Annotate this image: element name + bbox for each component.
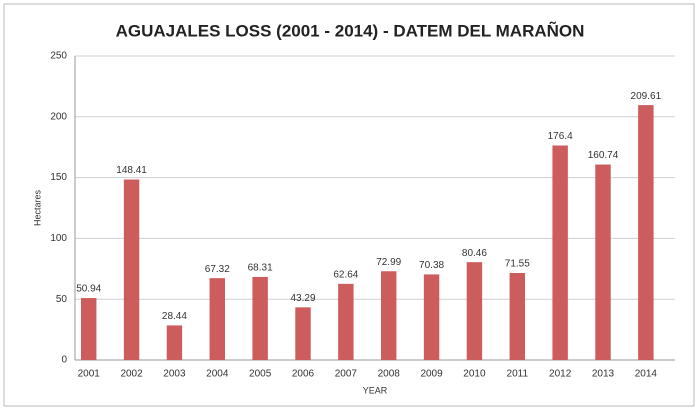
- bar: [552, 145, 568, 360]
- y-tick-label: 100: [50, 233, 67, 244]
- y-tick-label: 50: [56, 294, 68, 305]
- bar: [423, 274, 440, 360]
- x-tick-label: 2002: [120, 369, 143, 380]
- data-label: 176.4: [548, 131, 573, 142]
- data-label: 50.94: [76, 284, 101, 295]
- bar: [123, 179, 140, 360]
- bar: [338, 283, 354, 360]
- x-tick-label: 2006: [292, 369, 315, 380]
- data-label: 71.55: [505, 259, 530, 270]
- x-axis-label: YEAR: [363, 385, 388, 395]
- bar: [166, 325, 183, 360]
- bar: [209, 278, 225, 360]
- x-tick-label: 2005: [249, 369, 272, 380]
- x-tick-label: 2012: [549, 369, 572, 380]
- y-tick-label: 250: [50, 51, 67, 62]
- x-tick-label: 2008: [378, 369, 401, 380]
- x-tick-label: 2001: [78, 369, 101, 380]
- y-tick-label: 0: [61, 355, 67, 366]
- data-label: 148.41: [116, 165, 147, 176]
- data-label: 72.99: [376, 257, 401, 268]
- data-label: 209.61: [631, 91, 662, 102]
- data-label: 43.29: [290, 293, 315, 304]
- bar: [252, 276, 268, 360]
- data-label: 28.44: [162, 311, 187, 322]
- bar: [509, 272, 525, 360]
- bar: [381, 271, 397, 360]
- bar: [638, 105, 654, 360]
- x-tick-label: 2010: [463, 369, 486, 380]
- x-tick-label: 2007: [335, 369, 358, 380]
- data-label: 160.74: [588, 150, 619, 161]
- bar: [595, 164, 611, 360]
- bar: [466, 262, 483, 360]
- bar: [81, 298, 97, 360]
- x-tick-label: 2014: [635, 369, 658, 380]
- data-label: 68.31: [248, 263, 273, 274]
- x-tick-label: 2013: [592, 369, 615, 380]
- y-tick-label: 150: [50, 172, 67, 183]
- data-label: 62.64: [333, 269, 358, 280]
- data-label: 80.46: [462, 248, 487, 259]
- x-tick-label: 2003: [163, 369, 186, 380]
- y-axis-label: Hectares: [32, 189, 42, 226]
- x-tick-label: 2011: [507, 369, 529, 380]
- bar: [295, 307, 311, 360]
- chart-title: AGUAJALES LOSS (2001 - 2014) - DATEM DEL…: [116, 20, 585, 40]
- x-tick-label: 2009: [420, 369, 443, 380]
- data-label: 67.32: [205, 264, 230, 275]
- data-label: 70.38: [419, 260, 444, 271]
- y-tick-label: 200: [50, 111, 67, 122]
- x-tick-label: 2004: [206, 369, 229, 380]
